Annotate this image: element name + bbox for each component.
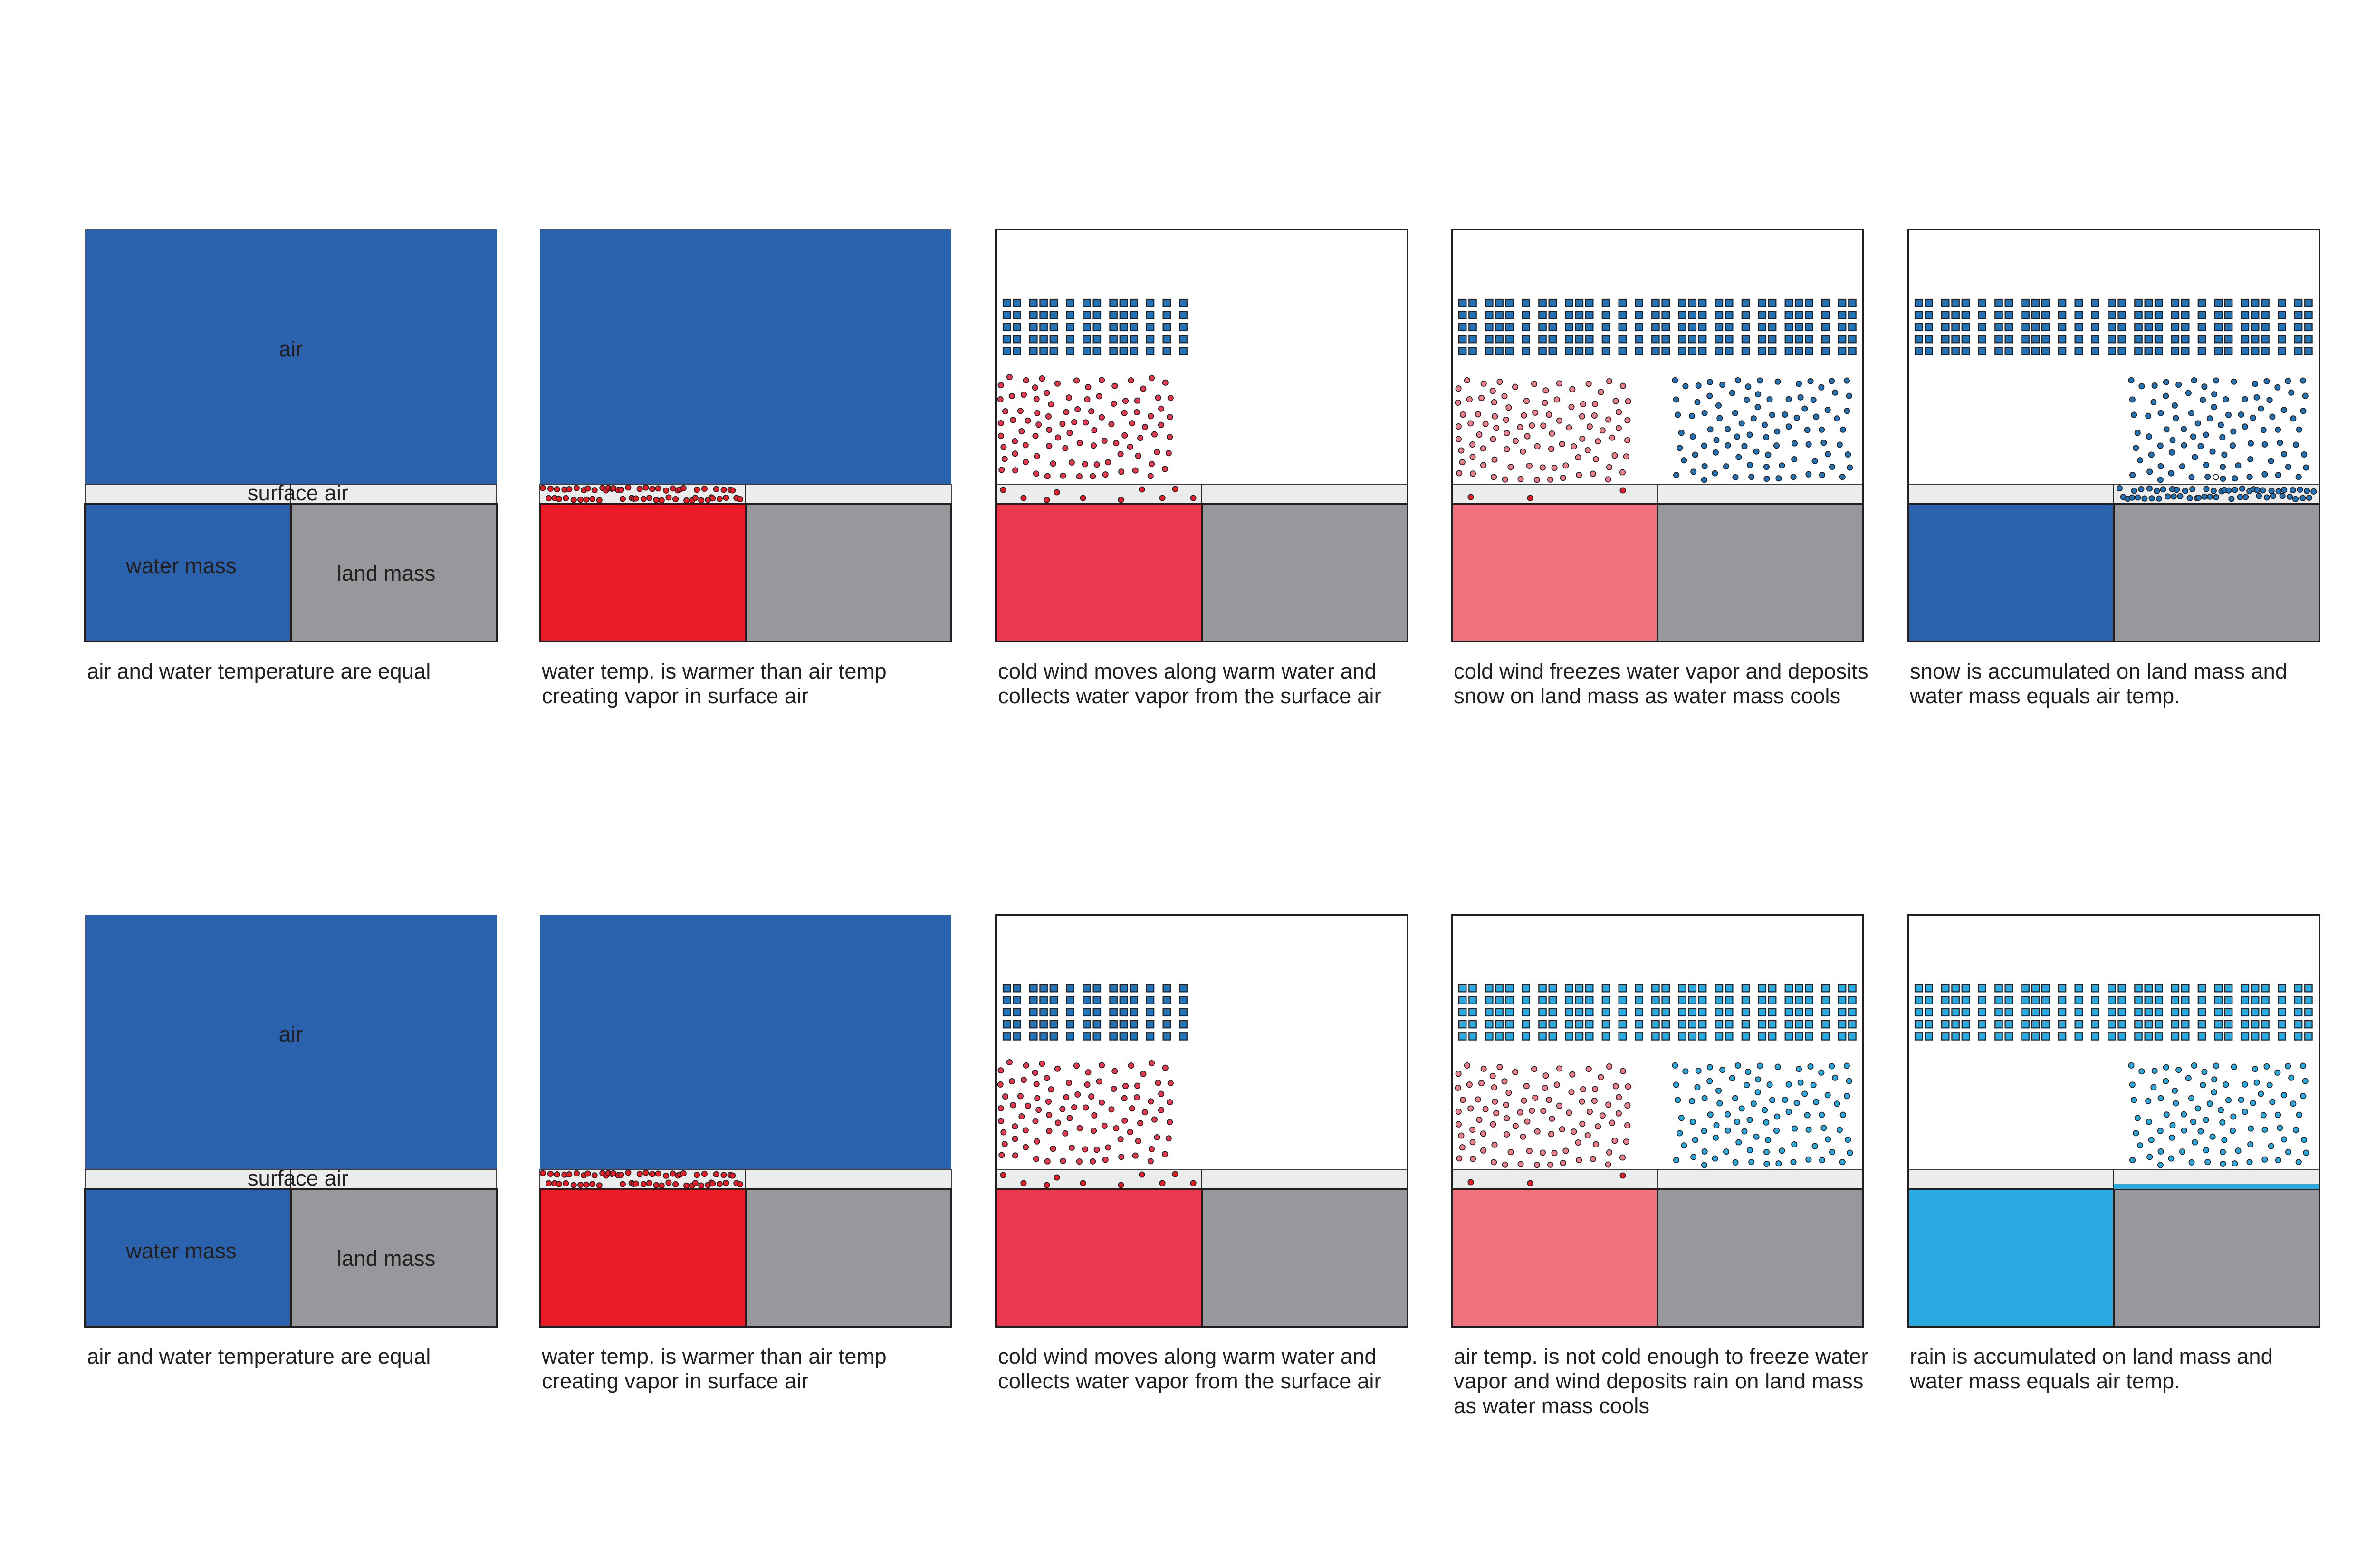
svg-text:air: air — [279, 1022, 303, 1046]
svg-text:water mass: water mass — [125, 554, 237, 578]
svg-text:as water mass cools: as water mass cools — [1454, 1394, 1649, 1418]
svg-text:snow is accumulated on land ma: snow is accumulated on land mass and — [1910, 659, 2287, 683]
svg-text:air and water temperature are: air and water temperature are equal — [87, 1344, 431, 1368]
svg-text:rain is accumulated on land ma: rain is accumulated on land mass and — [1910, 1344, 2273, 1368]
svg-text:vapor and wind deposits rain o: vapor and wind deposits rain on land mas… — [1454, 1369, 1863, 1393]
svg-text:creating vapor in surface air: creating vapor in surface air — [542, 1369, 808, 1393]
svg-text:air: air — [279, 337, 303, 361]
svg-text:creating vapor in surface air: creating vapor in surface air — [542, 684, 808, 708]
svg-text:snow on land mass as water mas: snow on land mass as water mass cools — [1454, 684, 1840, 708]
svg-text:water temp. is warmer than air: water temp. is warmer than air temp — [541, 659, 887, 683]
svg-text:water mass: water mass — [125, 1239, 237, 1263]
svg-text:water mass equals air temp.: water mass equals air temp. — [1909, 684, 2180, 708]
svg-text:collects water vapor from the: collects water vapor from the surface ai… — [998, 1369, 1381, 1393]
svg-text:land mass: land mass — [337, 1246, 435, 1271]
svg-text:water mass equals air temp.: water mass equals air temp. — [1909, 1369, 2180, 1393]
svg-text:surface air: surface air — [248, 1166, 348, 1190]
svg-text:water temp. is warmer than air: water temp. is warmer than air temp — [541, 1344, 887, 1368]
svg-text:cold wind moves along warm wat: cold wind moves along warm water and — [998, 659, 1377, 683]
svg-text:surface air: surface air — [248, 481, 348, 505]
svg-text:cold wind freezes water vapor: cold wind freezes water vapor and deposi… — [1454, 659, 1868, 683]
svg-text:land mass: land mass — [337, 561, 435, 585]
svg-text:collects water vapor from the: collects water vapor from the surface ai… — [998, 684, 1381, 708]
svg-text:air and water temperature are: air and water temperature are equal — [87, 659, 431, 683]
svg-text:air temp. is not cold enough t: air temp. is not cold enough to freeze w… — [1454, 1344, 1868, 1368]
svg-text:cold wind moves along warm wat: cold wind moves along warm water and — [998, 1344, 1377, 1368]
